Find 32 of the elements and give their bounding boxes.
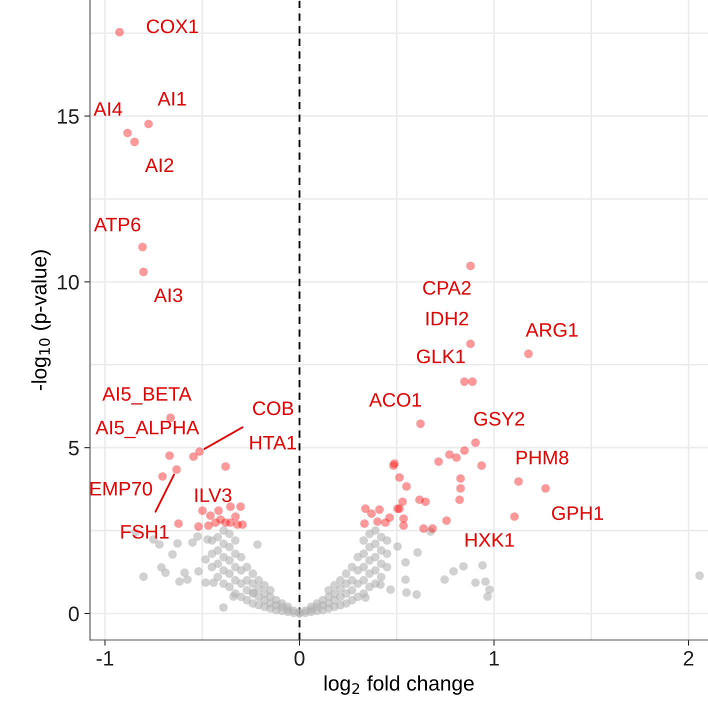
x-axis-title: log$_{2}$ fold change xyxy=(324,675,474,695)
annotation: GSY2 xyxy=(474,412,524,426)
annotation: COX1 xyxy=(146,19,198,34)
annotation: AI5_ALPHA xyxy=(95,420,200,438)
annotation: ILV3 xyxy=(195,488,232,502)
annotation: AI3 xyxy=(154,288,182,302)
annotation: PHM8 xyxy=(516,450,568,464)
x-tick-label: 1 xyxy=(490,651,499,666)
x-tick-label: 2 xyxy=(684,650,694,666)
y-tick-label: 10 xyxy=(58,274,79,290)
annotation: GPH1 xyxy=(552,506,604,520)
annotation: FSH1 xyxy=(121,524,169,539)
annotation: AI2 xyxy=(144,158,174,172)
annotation: AI1 xyxy=(158,92,186,106)
annotation: ATP6 xyxy=(94,218,140,232)
annotation: CPA2 xyxy=(423,281,471,295)
annotation: IDH2 xyxy=(426,312,468,326)
annotation: AI5_BETA xyxy=(102,387,192,404)
x-tick-label: 0 xyxy=(294,650,304,666)
annotation: EMP70 xyxy=(90,482,152,496)
annotation: ACO1 xyxy=(369,393,422,407)
annotation: AI4 xyxy=(94,102,122,116)
y-tick-label: 0 xyxy=(68,606,79,622)
x-tick-label: -1 xyxy=(96,651,114,666)
y-tick-label: 15 xyxy=(58,109,79,124)
y-tick-label: 5 xyxy=(68,440,79,456)
annotation: COB xyxy=(253,401,294,416)
y-axis-title: -log$_{10}$ (p-value) xyxy=(31,250,51,390)
annotation: GLK1 xyxy=(416,350,465,364)
annotation: HTA1 xyxy=(250,436,296,450)
annotation: HXK1 xyxy=(466,533,514,547)
annotation: ARG1 xyxy=(526,323,578,337)
